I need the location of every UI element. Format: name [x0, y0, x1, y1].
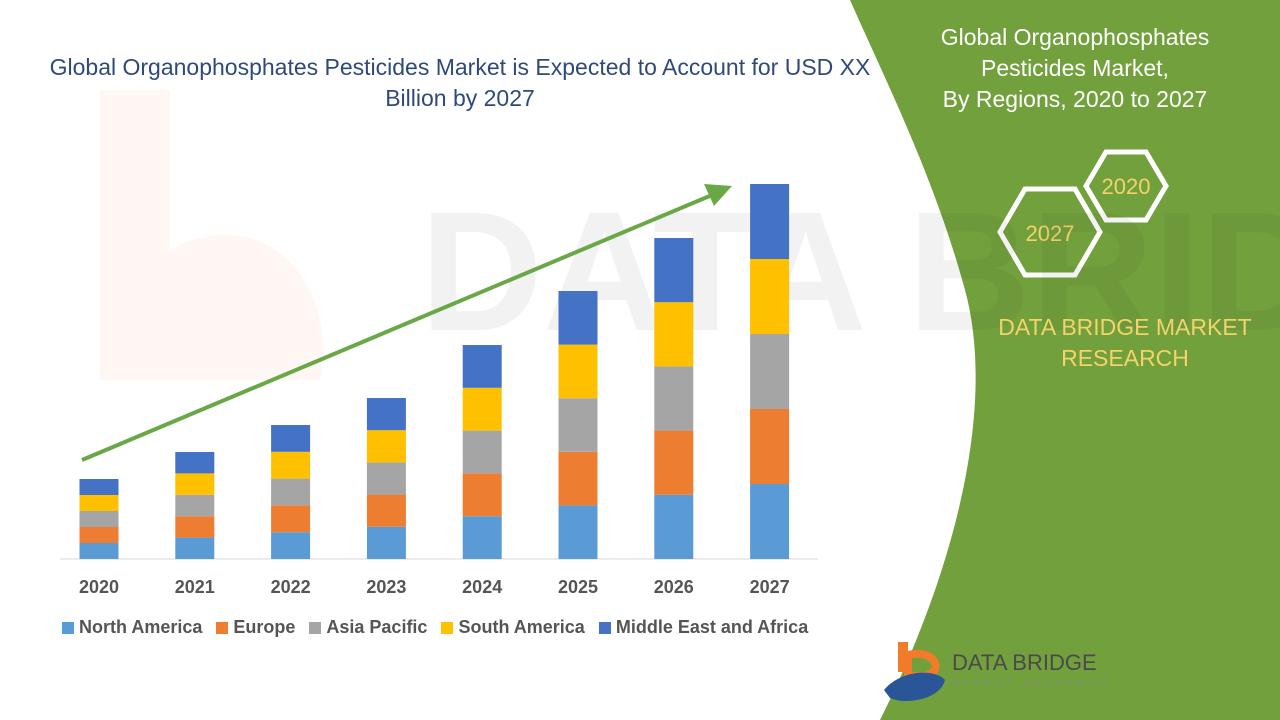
x-tick-label: 2022 — [271, 577, 311, 597]
bar-2023-europe — [366, 494, 406, 527]
logo-text: DATA BRIDGE — [952, 650, 1097, 675]
hexagon-2027 — [997, 186, 1103, 278]
bar-2026-middle-east-and-africa — [654, 238, 694, 303]
side-title-line: Pesticides Market, — [981, 55, 1169, 81]
x-tick-label: 2024 — [462, 577, 502, 597]
x-tick-label: 2025 — [558, 577, 598, 597]
x-tick-label: 2023 — [366, 577, 406, 597]
bar-2024-north-america — [462, 516, 502, 559]
x-tick-label: 2021 — [175, 577, 215, 597]
legend-swatch — [598, 621, 611, 634]
bar-2022-europe — [271, 505, 311, 533]
hex-label-2027: 2027 — [1026, 221, 1075, 246]
bar-2026-asia-pacific — [654, 366, 694, 431]
bar-2021-europe — [175, 516, 215, 538]
bar-2021-middle-east-and-africa — [175, 452, 215, 474]
bar-2020-europe — [79, 527, 119, 543]
bar-2026-north-america — [654, 494, 694, 559]
bar-2024-middle-east-and-africa — [462, 345, 502, 388]
bar-2027-middle-east-and-africa — [750, 184, 790, 259]
brand-line: RESEARCH — [1061, 345, 1189, 371]
chart-title: Global Organophosphates Pesticides Marke… — [49, 54, 871, 111]
bar-2021-south-america — [175, 473, 215, 495]
legend-label: Asia Pacific — [326, 617, 428, 637]
legend-item: Europe — [216, 617, 295, 638]
bar-2027-europe — [750, 409, 790, 484]
bar-2023-north-america — [366, 526, 406, 559]
hexagon-2020 — [1083, 149, 1169, 223]
legend-item: Asia Pacific — [309, 617, 427, 638]
x-tick-label: 2020 — [79, 577, 119, 597]
legend-label: North America — [79, 617, 203, 637]
legend-swatch — [62, 621, 74, 634]
bar-2023-middle-east-and-africa — [366, 398, 406, 431]
bar-2024-asia-pacific — [462, 430, 502, 474]
brand-line: DATA BRIDGE MARKET — [998, 314, 1252, 340]
hex-label-2020: 2020 — [1102, 174, 1151, 199]
side-panel-title: Global Organophosphates Pesticides Marke… — [900, 22, 1250, 115]
bar-2024-south-america — [462, 387, 502, 431]
bar-2020-middle-east-and-africa — [79, 479, 119, 495]
x-tick-label: 2026 — [654, 577, 694, 597]
bar-2027-north-america — [750, 484, 790, 559]
legend-swatch — [309, 621, 322, 634]
bar-2020-asia-pacific — [79, 511, 119, 527]
side-title-line: By Regions, 2020 to 2027 — [942, 86, 1208, 112]
bar-2021-north-america — [175, 537, 215, 559]
legend-swatch — [441, 621, 454, 634]
legend-item: Middle East and Africa — [598, 617, 809, 638]
side-title-line: Global Organophosphates — [940, 24, 1210, 50]
logo-mark — [884, 642, 945, 701]
bar-2025-south-america — [558, 344, 598, 399]
x-tick-label: 2027 — [750, 577, 790, 597]
bar-2022-north-america — [271, 532, 311, 559]
bar-2022-asia-pacific — [271, 478, 311, 506]
bar-2021-asia-pacific — [175, 494, 215, 517]
bar-2025-asia-pacific — [558, 398, 598, 452]
brand-text: DATA BRIDGE MARKET RESEARCH — [980, 312, 1270, 374]
legend-label: Europe — [233, 617, 296, 637]
bar-2022-middle-east-and-africa — [271, 425, 311, 452]
x-tick-labels: 2020 2021 2022 2023 2024 2025 2026 2027 — [79, 577, 790, 597]
legend-item: North America — [62, 617, 202, 638]
bar-2023-asia-pacific — [366, 462, 406, 495]
bar-2020-north-america — [79, 543, 119, 559]
bar-2025-europe — [558, 451, 598, 506]
bar-2020-south-america — [79, 495, 119, 511]
bar-2022-south-america — [271, 451, 311, 479]
logo-subtext: MARKET RESEARCH — [952, 680, 1112, 687]
bar-2026-europe — [654, 430, 694, 495]
legend-label: Middle East and Africa — [615, 617, 809, 637]
bar-2023-south-america — [366, 430, 406, 463]
trend-arrow — [81, 184, 732, 462]
legend-swatch — [216, 621, 229, 634]
legend: North America Europe Asia Pacific South Ame… — [62, 617, 808, 638]
bar-2024-europe — [462, 473, 502, 517]
bar-2026-south-america — [654, 302, 694, 367]
legend-item: South America — [441, 617, 585, 638]
watermark: DATA BRIDGE — [100, 90, 1280, 380]
bar-2027-south-america — [750, 259, 790, 334]
bar-2025-middle-east-and-africa — [558, 291, 598, 345]
bar-2027-asia-pacific — [750, 334, 790, 409]
legend-label: South America — [458, 617, 585, 637]
green-side-panel — [850, 0, 1280, 720]
bars — [79, 184, 790, 559]
bar-2025-north-america — [558, 505, 598, 559]
